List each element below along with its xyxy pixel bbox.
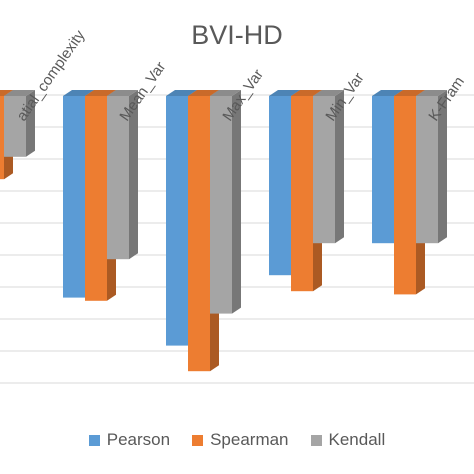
bar-kendall xyxy=(313,96,335,244)
bar-top xyxy=(4,90,35,96)
legend-item-pearson[interactable]: Pearson xyxy=(88,430,171,450)
bar-pearson xyxy=(372,96,394,244)
bar-kendall xyxy=(4,96,26,157)
bar-side xyxy=(26,90,35,157)
bar-spearman xyxy=(85,96,107,301)
legend-label-pearson: Pearson xyxy=(106,430,171,449)
bar-spearman xyxy=(394,96,416,295)
legend-swatch-pearson xyxy=(88,434,100,446)
bar-top xyxy=(85,90,116,96)
bar-spearman xyxy=(0,96,4,180)
bar-side xyxy=(335,90,344,244)
legend-item-spearman[interactable]: Spearman xyxy=(192,430,289,450)
bar-top xyxy=(0,90,13,96)
bar-side xyxy=(232,90,241,314)
legend: Pearson Spearman Kendall xyxy=(0,430,474,450)
legend-swatch-kendall xyxy=(310,434,322,446)
bar-top xyxy=(63,90,94,96)
bar-top xyxy=(166,90,197,96)
bar-spearman xyxy=(188,96,210,372)
legend-label-kendall: Kendall xyxy=(328,430,386,449)
bar-kendall xyxy=(107,96,129,260)
bar-pearson xyxy=(63,96,85,298)
legend-swatch-spearman xyxy=(192,434,204,446)
bar-side xyxy=(438,90,447,244)
bar-pearson xyxy=(269,96,291,276)
legend-label-spearman: Spearman xyxy=(210,430,289,449)
bar-top xyxy=(394,90,425,96)
bar-pearson xyxy=(166,96,188,346)
bar-top xyxy=(313,90,344,96)
legend-item-kendall[interactable]: Kendall xyxy=(310,430,386,450)
bar-top xyxy=(269,90,300,96)
chart-title: BVI-HD xyxy=(191,20,283,50)
bar-top xyxy=(107,90,138,96)
bar-top xyxy=(372,90,403,96)
bar-top xyxy=(188,90,219,96)
bar-spearman xyxy=(291,96,313,292)
bar-top xyxy=(210,90,241,96)
bar-side xyxy=(129,90,138,260)
bar-top xyxy=(416,90,447,96)
bar-kendall xyxy=(416,96,438,244)
bar-top xyxy=(291,90,322,96)
bar-kendall xyxy=(210,96,232,314)
